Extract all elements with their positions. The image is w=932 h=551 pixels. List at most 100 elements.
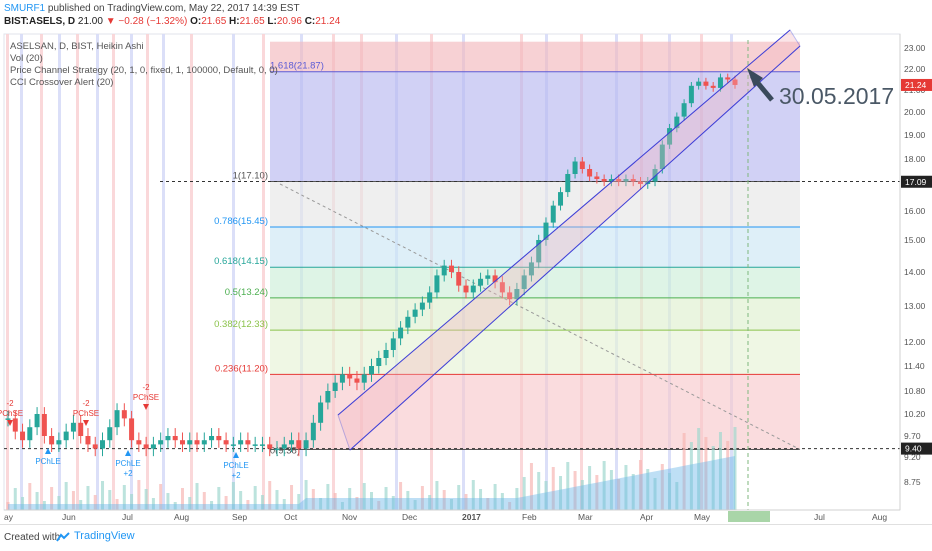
volume-bar [580, 480, 584, 510]
volume-bar [471, 480, 475, 510]
volume-bar [573, 471, 577, 510]
signal-label: PChLE [35, 457, 60, 466]
price-box-label: 21.24 [905, 80, 927, 90]
candle-body [354, 378, 360, 383]
volume-bar [115, 499, 119, 510]
channel-lower [349, 45, 801, 451]
volume-bar [188, 497, 192, 510]
price-tick-label: 9.20 [904, 452, 921, 462]
legend-title[interactable]: ASELSAN, D, BIST, Heikin Ashi [10, 41, 144, 52]
candle-body [717, 77, 723, 88]
candle-body [456, 272, 462, 286]
candle-body [194, 440, 200, 445]
candle-body [608, 179, 614, 182]
volume-bar [166, 493, 170, 510]
signal-label: PChSE [133, 393, 159, 402]
time-tick-label: ay [4, 512, 14, 522]
candle-body [419, 302, 425, 310]
candle-body [507, 292, 513, 300]
volume-bar [42, 501, 46, 510]
volume-bar [500, 493, 504, 510]
tradingview-brand-link[interactable]: TradingView [74, 530, 135, 542]
candle-body [514, 289, 520, 300]
candle-body [361, 374, 367, 383]
candle-body [339, 374, 345, 383]
volume-bar [57, 496, 61, 510]
candle-body [448, 265, 454, 272]
volume-bar [638, 460, 642, 510]
candle-body [41, 414, 47, 436]
time-tick-label: 2017 [462, 512, 481, 522]
candle-body [92, 444, 98, 449]
long-arrow-icon [45, 448, 51, 454]
annotation-date: 30.05.2017 [779, 83, 894, 109]
volume-bar [420, 486, 424, 510]
volume-bar [79, 500, 83, 510]
volume-bar [93, 495, 97, 510]
candle-body [20, 431, 26, 441]
candle-body [630, 179, 636, 182]
price-tick-label: 15.00 [904, 235, 926, 245]
candle-body [78, 422, 84, 436]
fib-label: 0.786(15.45) [214, 216, 268, 227]
candle-body [63, 431, 69, 441]
volume-bar [260, 495, 264, 510]
created-with-text: Created with [4, 532, 61, 543]
volume-bar [537, 472, 541, 510]
legend-strategy[interactable]: Price Channel Strategy (20, 1, 0, fixed,… [10, 65, 278, 76]
candle-body [434, 275, 440, 293]
volume-bar [449, 499, 453, 510]
candle-body [274, 448, 280, 451]
candle-body [383, 350, 389, 358]
fib-zone [270, 181, 800, 227]
candle-body [550, 205, 556, 223]
volume-bar [304, 480, 308, 510]
fib-zone [270, 267, 800, 298]
candle-body [579, 161, 585, 169]
candle-body [56, 440, 62, 445]
candle-body [543, 222, 549, 240]
candle-body [70, 422, 76, 432]
time-tick-label: Sep [232, 512, 247, 522]
long-arrow-icon [233, 452, 239, 458]
volume-bar [290, 485, 294, 510]
volume-bar [340, 502, 344, 510]
volume-bar [704, 437, 708, 510]
candle-body [143, 444, 149, 449]
volume-bar [326, 484, 330, 510]
candle-body [601, 179, 607, 182]
published-text: published on TradingView.com, May 22, 20… [47, 3, 300, 14]
legend-cci[interactable]: CCI Crossover Alert (20) [10, 77, 114, 88]
strategy-band [76, 34, 79, 510]
price-tick-label: 22.00 [904, 64, 926, 74]
candle-body [114, 410, 120, 428]
volume-bar [602, 461, 606, 510]
signal-count: -2 [6, 399, 14, 408]
volume-bar [275, 490, 279, 510]
candle-body [667, 128, 673, 145]
volume-bar [515, 488, 519, 510]
volume-bar [173, 502, 177, 510]
time-tick-label: Mar [578, 512, 593, 522]
short-arrow-icon [143, 404, 149, 410]
volume-bar [660, 464, 664, 510]
candle-body [136, 440, 142, 445]
volume-bar [435, 481, 439, 510]
volume-bar [122, 485, 126, 510]
candle-body [267, 444, 273, 449]
volume-bar [624, 465, 628, 510]
price-tick-label: 18.00 [904, 154, 926, 164]
time-tick-label: Jul [122, 512, 133, 522]
legend-vol[interactable]: Vol (20) [10, 53, 43, 64]
author-link[interactable]: SMURF1 [4, 3, 46, 14]
volume-bar [493, 484, 497, 510]
candle-body [674, 116, 680, 129]
volume-bar [668, 473, 672, 510]
volume-bar [159, 484, 163, 510]
time-tick-label: Nov [342, 512, 358, 522]
volume-bar [180, 488, 184, 510]
low-value: 20.96 [276, 16, 302, 27]
time-tick-label: Feb [522, 512, 537, 522]
fib-label: 0.236(11.20) [215, 363, 268, 374]
fib-label: 0.618(14.15) [214, 256, 268, 267]
